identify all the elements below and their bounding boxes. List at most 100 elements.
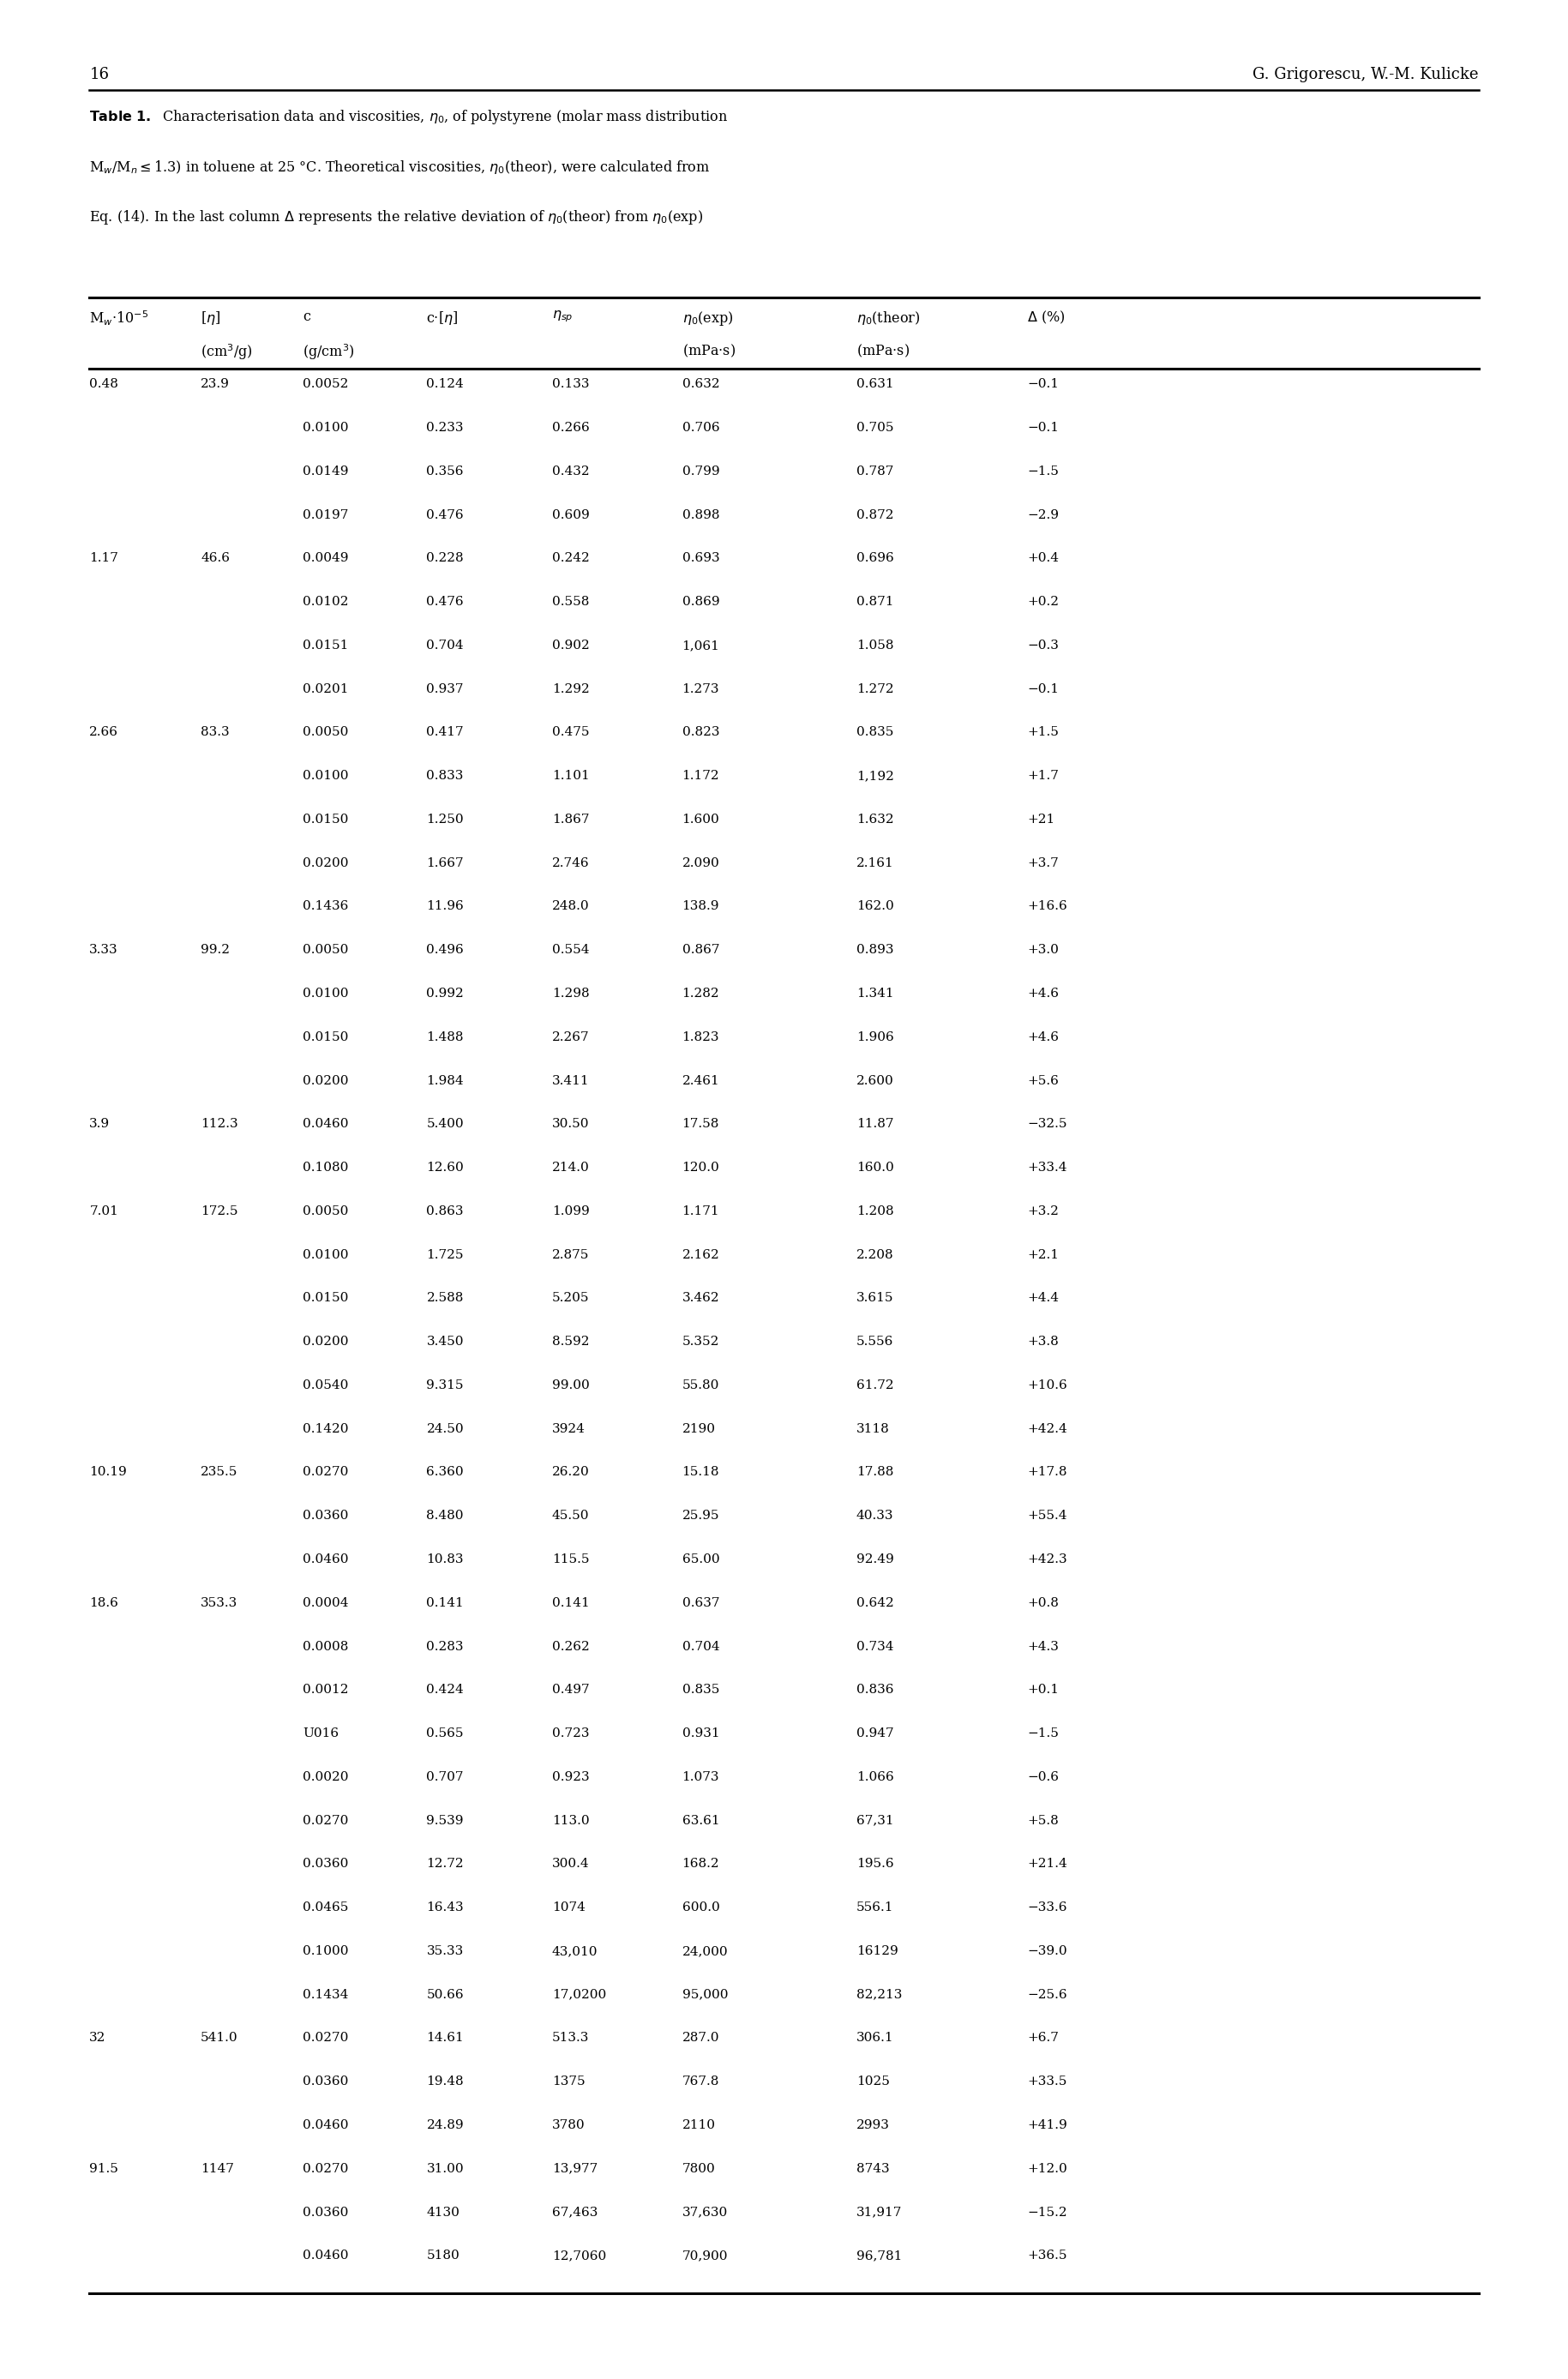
- Text: +0.4: +0.4: [1027, 552, 1058, 564]
- Text: U016: U016: [303, 1727, 339, 1739]
- Text: 0.992: 0.992: [426, 987, 464, 999]
- Text: 0.0270: 0.0270: [303, 2163, 348, 2174]
- Text: 5.556: 5.556: [856, 1335, 894, 1349]
- Text: −1.5: −1.5: [1027, 466, 1058, 478]
- Text: 1.600: 1.600: [682, 814, 720, 826]
- Text: −25.6: −25.6: [1027, 1989, 1066, 2001]
- Text: 1.984: 1.984: [426, 1075, 464, 1087]
- Text: 0.734: 0.734: [856, 1642, 894, 1653]
- Text: 99.00: 99.00: [552, 1380, 590, 1392]
- Text: 50.66: 50.66: [426, 1989, 464, 2001]
- Text: 1.17: 1.17: [89, 552, 119, 564]
- Text: +33.5: +33.5: [1027, 2077, 1066, 2089]
- Text: 0.902: 0.902: [552, 640, 590, 652]
- Text: +4.4: +4.4: [1027, 1292, 1058, 1304]
- Text: 115.5: 115.5: [552, 1553, 590, 1565]
- Text: −33.6: −33.6: [1027, 1901, 1066, 1913]
- Text: +5.6: +5.6: [1027, 1075, 1058, 1087]
- Text: 3.411: 3.411: [552, 1075, 590, 1087]
- Text: 2.090: 2.090: [682, 856, 720, 868]
- Text: 0.869: 0.869: [682, 595, 720, 609]
- Text: 0.0197: 0.0197: [303, 509, 348, 521]
- Text: 0.417: 0.417: [426, 726, 464, 737]
- Text: 0.871: 0.871: [856, 595, 894, 609]
- Text: 1.823: 1.823: [682, 1030, 720, 1042]
- Text: 0.1434: 0.1434: [303, 1989, 348, 2001]
- Text: 1,061: 1,061: [682, 640, 720, 652]
- Text: 2.161: 2.161: [856, 856, 894, 868]
- Text: 0.424: 0.424: [426, 1684, 464, 1696]
- Text: −15.2: −15.2: [1027, 2205, 1066, 2217]
- Text: 0.0201: 0.0201: [303, 683, 348, 695]
- Text: 67,31: 67,31: [856, 1815, 894, 1827]
- Text: 5180: 5180: [426, 2251, 459, 2262]
- Text: 0.898: 0.898: [682, 509, 720, 521]
- Text: 0.1080: 0.1080: [303, 1161, 348, 1173]
- Text: +6.7: +6.7: [1027, 2032, 1058, 2044]
- Text: 300.4: 300.4: [552, 1858, 590, 1870]
- Text: 113.0: 113.0: [552, 1815, 590, 1827]
- Text: 0.1000: 0.1000: [303, 1946, 348, 1958]
- Text: $\Delta$ (%): $\Delta$ (%): [1027, 309, 1065, 326]
- Text: 17.58: 17.58: [682, 1118, 720, 1130]
- Text: 1.298: 1.298: [552, 987, 590, 999]
- Text: +10.6: +10.6: [1027, 1380, 1068, 1392]
- Text: 600.0: 600.0: [682, 1901, 720, 1913]
- Text: 0.0050: 0.0050: [303, 726, 348, 737]
- Text: +4.6: +4.6: [1027, 987, 1058, 999]
- Text: 31,917: 31,917: [856, 2205, 902, 2217]
- Text: 0.931: 0.931: [682, 1727, 720, 1739]
- Text: 1.725: 1.725: [426, 1249, 464, 1261]
- Text: 37,630: 37,630: [682, 2205, 728, 2217]
- Text: 0.706: 0.706: [682, 421, 720, 433]
- Text: 1.172: 1.172: [682, 771, 720, 783]
- Text: 65.00: 65.00: [682, 1553, 720, 1565]
- Text: 26.20: 26.20: [552, 1465, 590, 1477]
- Text: 3780: 3780: [552, 2120, 585, 2132]
- Text: 2.875: 2.875: [552, 1249, 590, 1261]
- Text: 17.88: 17.88: [856, 1465, 894, 1477]
- Text: 82,213: 82,213: [856, 1989, 902, 2001]
- Text: 1.906: 1.906: [856, 1030, 894, 1042]
- Text: [$\eta$]: [$\eta$]: [201, 309, 221, 326]
- Text: 18.6: 18.6: [89, 1596, 119, 1608]
- Text: 0.476: 0.476: [426, 595, 464, 609]
- Text: 0.823: 0.823: [682, 726, 720, 737]
- Text: 0.0460: 0.0460: [303, 1553, 348, 1565]
- Text: 0.242: 0.242: [552, 552, 590, 564]
- Text: 2.66: 2.66: [89, 726, 119, 737]
- Text: 0.0360: 0.0360: [303, 2205, 348, 2217]
- Text: $\eta_{sp}$: $\eta_{sp}$: [552, 309, 572, 324]
- Text: 3118: 3118: [856, 1423, 889, 1435]
- Text: 306.1: 306.1: [856, 2032, 894, 2044]
- Text: 5.352: 5.352: [682, 1335, 720, 1349]
- Text: 0.1420: 0.1420: [303, 1423, 348, 1435]
- Text: (mPa$\cdot$s): (mPa$\cdot$s): [856, 343, 909, 359]
- Text: 0.707: 0.707: [426, 1770, 464, 1782]
- Text: 0.0100: 0.0100: [303, 421, 348, 433]
- Text: Eq. (14). In the last column $\Delta$ represents the relative deviation of $\eta: Eq. (14). In the last column $\Delta$ re…: [89, 209, 702, 226]
- Text: M$_w$/M$_n$$\leq$1.3) in toluene at 25 °C. Theoretical viscosities, $\eta_0$(the: M$_w$/M$_n$$\leq$1.3) in toluene at 25 °…: [89, 157, 710, 176]
- Text: 67,463: 67,463: [552, 2205, 597, 2217]
- Text: +4.3: +4.3: [1027, 1642, 1058, 1653]
- Text: −0.6: −0.6: [1027, 1770, 1058, 1782]
- Text: c: c: [303, 309, 310, 324]
- Text: 0.835: 0.835: [856, 726, 894, 737]
- Text: 0.0150: 0.0150: [303, 1292, 348, 1304]
- Text: 1074: 1074: [552, 1901, 585, 1913]
- Text: +0.1: +0.1: [1027, 1684, 1058, 1696]
- Text: 1.867: 1.867: [552, 814, 590, 826]
- Text: 24.50: 24.50: [426, 1423, 464, 1435]
- Text: 0.497: 0.497: [552, 1684, 590, 1696]
- Text: 0.704: 0.704: [426, 640, 464, 652]
- Text: 9.539: 9.539: [426, 1815, 464, 1827]
- Text: 5.400: 5.400: [426, 1118, 464, 1130]
- Text: 99.2: 99.2: [201, 944, 230, 956]
- Text: 32: 32: [89, 2032, 107, 2044]
- Text: (cm$^3$/g): (cm$^3$/g): [201, 343, 252, 362]
- Text: $\eta_0$(theor): $\eta_0$(theor): [856, 309, 920, 326]
- Text: 2.461: 2.461: [682, 1075, 720, 1087]
- Text: 19.48: 19.48: [426, 2077, 464, 2089]
- Text: 1.292: 1.292: [552, 683, 590, 695]
- Text: −0.1: −0.1: [1027, 378, 1058, 390]
